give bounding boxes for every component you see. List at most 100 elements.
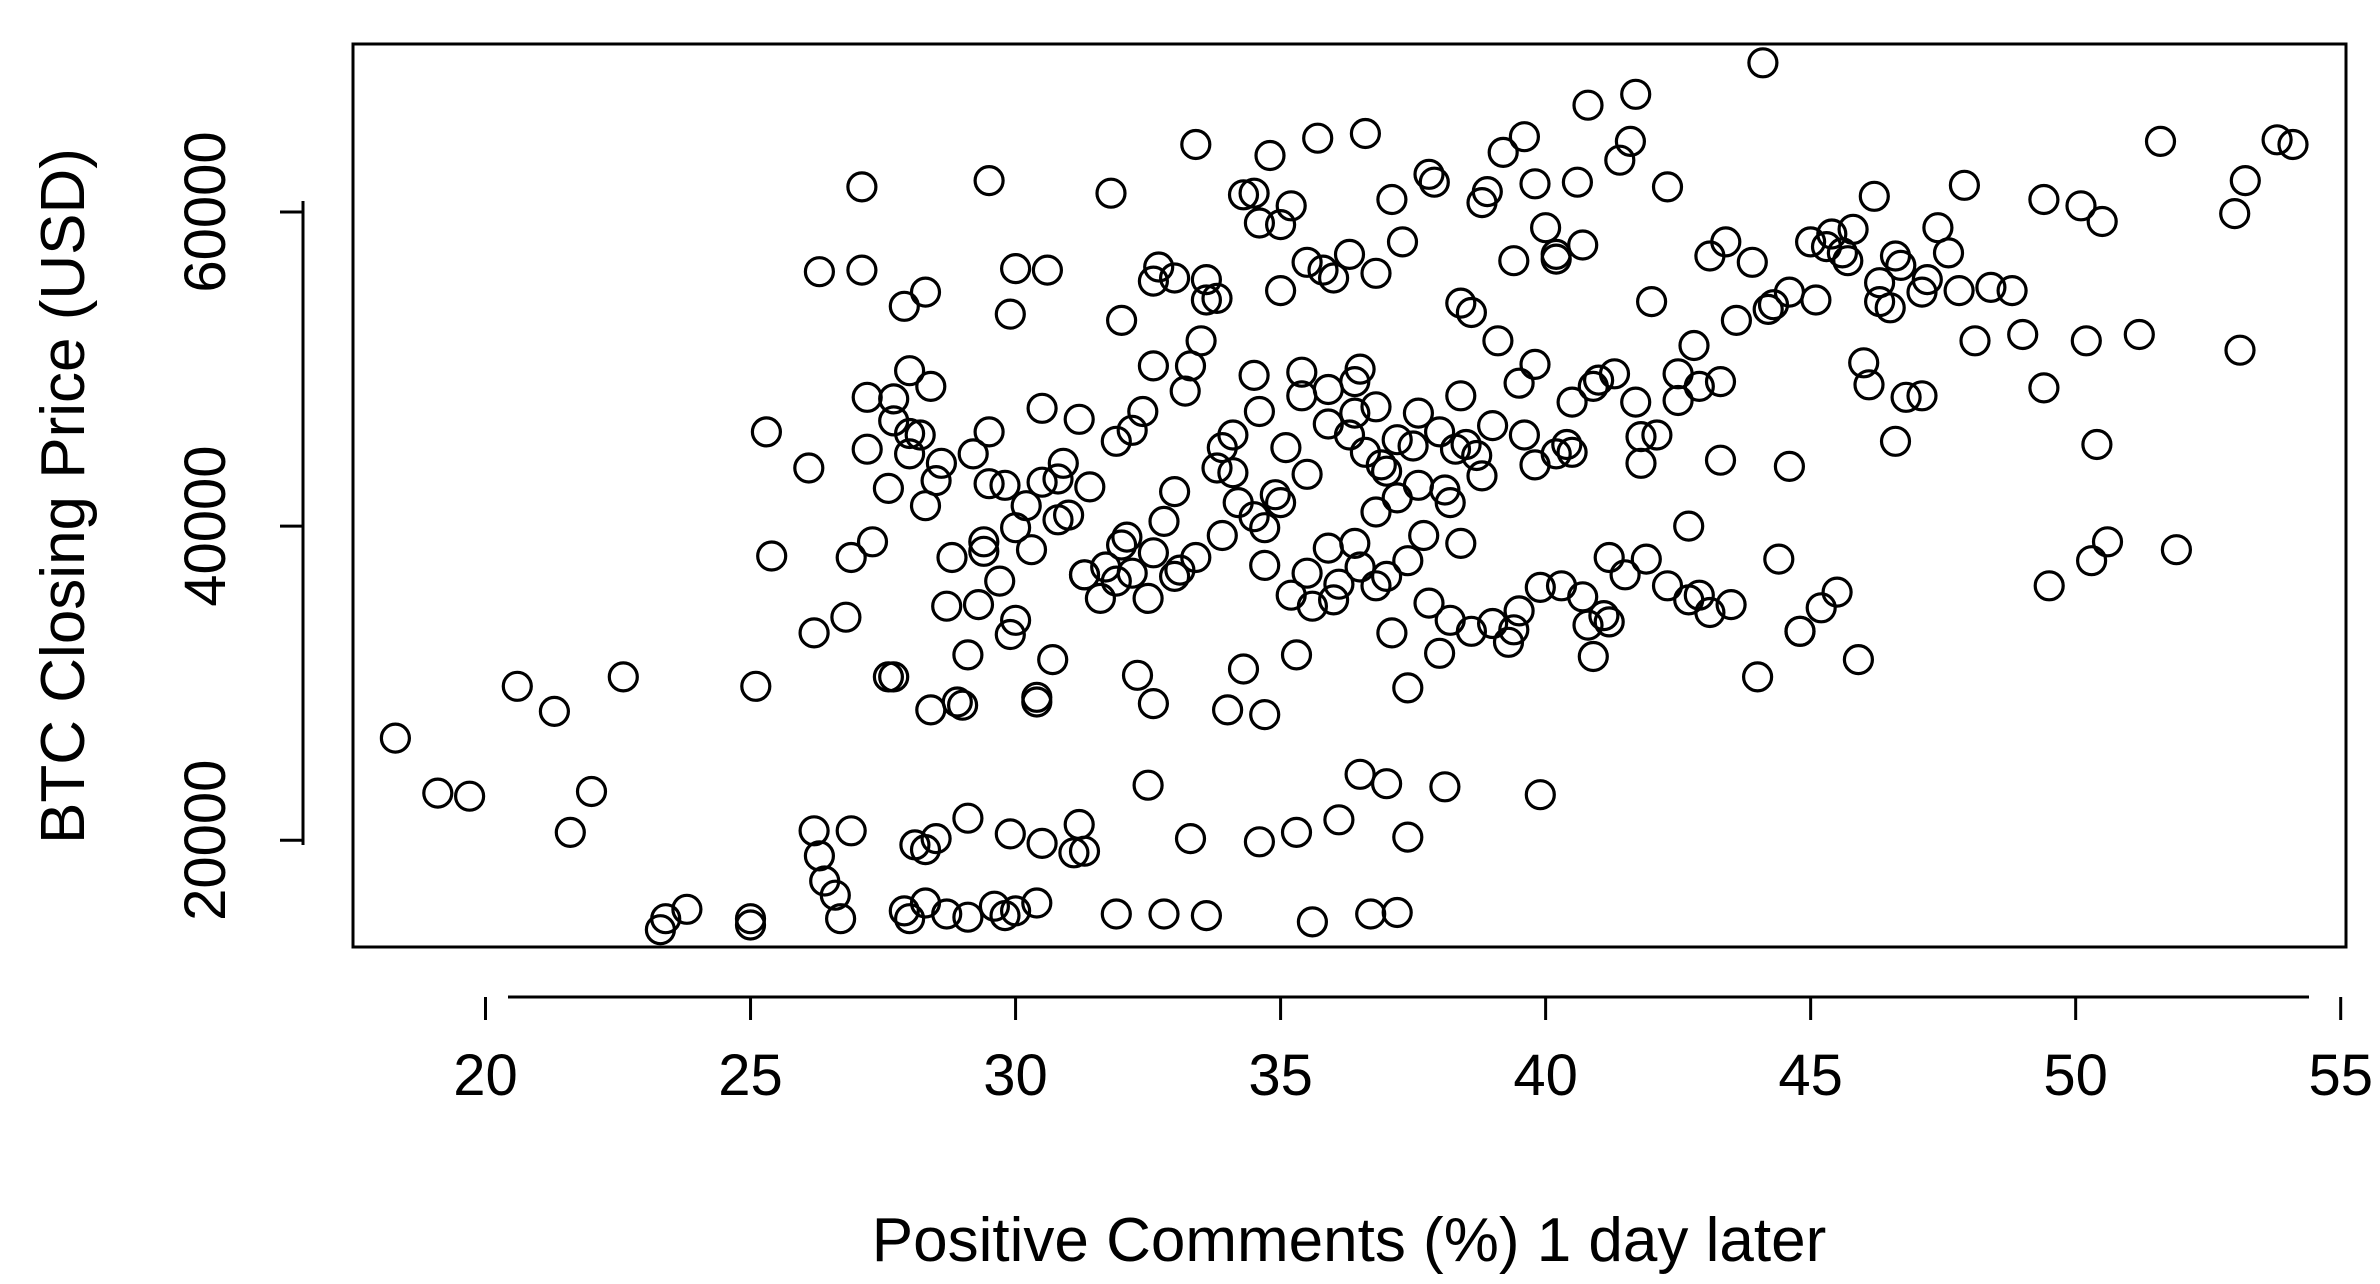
scatter-point [1503, 595, 1535, 627]
scatter-point [1291, 557, 1323, 589]
scatter-point [1392, 545, 1424, 577]
scatter-point [1238, 359, 1270, 391]
scatter-point [793, 452, 825, 484]
scatter-point [1662, 358, 1694, 390]
scatter-point [1190, 264, 1223, 296]
scatter-point [1042, 463, 1074, 495]
scatter-point [1344, 551, 1376, 583]
scatter-point [1392, 821, 1424, 853]
scatter-point [1031, 254, 1064, 286]
scatter-point [1190, 284, 1223, 316]
scatter-point [1137, 350, 1170, 382]
scatter-point [1185, 325, 1217, 357]
scatter-point [1360, 570, 1392, 602]
scatter-point [1943, 275, 1975, 307]
scatter-point [1466, 460, 1498, 492]
x-tick-label: 35 [1248, 1043, 1313, 1108]
scatter-point [1461, 439, 1493, 472]
scatter-point [1180, 128, 1212, 161]
scatter-point [1190, 899, 1223, 932]
scatter-point [1524, 779, 1556, 811]
scatter-point [501, 670, 533, 702]
scatter-point [1551, 428, 1583, 461]
scatter-point [1201, 452, 1233, 484]
scatter-point [1715, 588, 1747, 621]
scatter-point [1413, 158, 1445, 190]
scatter-point [2123, 318, 2155, 351]
scatter-point [1741, 661, 1774, 693]
scatter-point [1704, 366, 1737, 398]
scatter-point [835, 815, 867, 847]
scatter-point [915, 694, 947, 726]
scatter-point [1132, 769, 1164, 801]
scatter-point [1376, 183, 1408, 216]
scatter-point [1519, 348, 1551, 380]
scatter-point [1370, 455, 1403, 487]
scatter-point [1572, 609, 1604, 641]
scatter-point [1063, 403, 1095, 435]
scatter-point [830, 601, 862, 633]
scatter-point [1264, 487, 1297, 519]
scatter-point [750, 416, 783, 448]
scatter-point [1890, 381, 1922, 413]
scatter-point [1429, 474, 1461, 506]
scatter-point [1270, 432, 1302, 464]
scatter-point [1312, 532, 1344, 564]
scatter-point [846, 254, 878, 286]
scatter-point [1863, 286, 1896, 318]
scatter-point [1519, 449, 1551, 481]
scatter-point [962, 588, 995, 621]
scatter-point [1137, 265, 1170, 297]
scatter-point [1121, 659, 1154, 691]
scatter-point [888, 290, 920, 322]
scatter-point [1975, 271, 2007, 303]
scatter-point [1805, 592, 1837, 624]
scatter-point [1853, 369, 1885, 401]
scatter-point [1673, 510, 1705, 542]
scatter-point [1249, 698, 1281, 731]
scatter-point [1455, 296, 1488, 329]
scatter-point [1593, 606, 1625, 638]
scatter-point [1752, 293, 1784, 325]
scatter-point [1503, 367, 1535, 399]
scatter-point [1445, 527, 1477, 560]
scatter-point [1582, 364, 1615, 396]
scatter-point [734, 909, 767, 941]
scatter-point [819, 879, 851, 911]
scatter-point [1662, 384, 1694, 417]
scatter-point [2070, 325, 2102, 357]
scatter-point [1143, 251, 1175, 283]
scatter-point [1084, 582, 1117, 615]
scatter-point [989, 899, 1021, 932]
scatter-point [2076, 545, 2108, 577]
scatter-point [851, 433, 883, 465]
plot-area-border [351, 42, 2348, 949]
scatter-point [989, 469, 1021, 501]
scatter-point [1344, 758, 1376, 790]
scatter-point [1339, 397, 1371, 429]
scatter-point [1487, 136, 1519, 168]
scatter-point [1906, 380, 1938, 412]
scatter-point [1217, 457, 1249, 489]
scatter-point [1508, 419, 1541, 451]
scatter-point [1492, 626, 1525, 658]
scatter-point [1598, 358, 1631, 390]
scatter-point [1498, 245, 1530, 277]
scatter-point [1243, 207, 1276, 239]
scatter-point [1095, 177, 1127, 209]
scatter-point [1736, 246, 1768, 278]
scatter-point [379, 722, 411, 754]
scatter-point [1370, 768, 1403, 800]
scatter-point [1455, 615, 1488, 647]
scatter-point [1323, 804, 1355, 836]
scatter-point [2033, 570, 2065, 602]
scatter-point [1816, 218, 1848, 250]
scatter-point [1540, 438, 1572, 470]
scatter-point [803, 256, 836, 288]
scatter-point [1047, 447, 1079, 479]
scatter-point [2160, 534, 2192, 566]
scatter-point [1180, 541, 1212, 574]
scatter-point [893, 417, 926, 450]
scatter-point [1249, 549, 1281, 582]
